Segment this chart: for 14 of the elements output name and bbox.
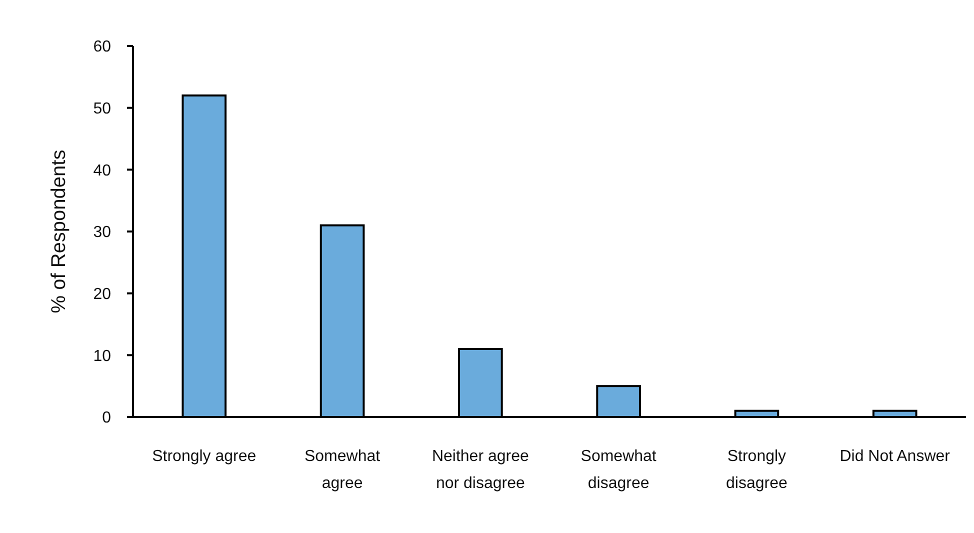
x-tick-label: Somewhat disagree <box>580 448 657 492</box>
y-tick-label: 20 <box>93 286 112 303</box>
x-tick-label: Somewhat agree <box>304 448 381 492</box>
x-tick-label: Neither agree nor disagree <box>432 448 529 492</box>
y-axis-title: % of Respondents <box>48 150 70 314</box>
y-tick-label: 0 <box>102 410 112 427</box>
y-tick-label: 10 <box>93 348 112 365</box>
y-tick-label: 50 <box>93 100 112 118</box>
x-tick-label: Did Not Answer <box>840 448 951 465</box>
y-tick-label: 40 <box>93 162 112 180</box>
y-tick-label: 30 <box>93 224 112 242</box>
x-tick-label: Strongly disagree <box>726 448 788 492</box>
y-tick-label: 60 <box>93 38 112 56</box>
x-tick-label: Strongly agree <box>152 448 256 465</box>
